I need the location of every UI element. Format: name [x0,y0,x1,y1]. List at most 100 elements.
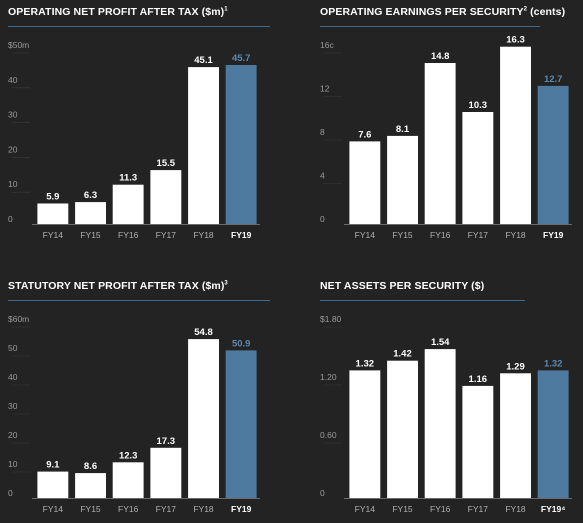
data-label: 16.3 [506,35,525,46]
bar [75,473,106,498]
y-tick-label: 8 [320,127,325,137]
data-label: 1.54 [431,337,450,348]
bar [150,447,182,498]
x-tick-label: FY18 [193,504,214,514]
x-tick-label: FY14 [355,504,376,514]
data-label: 17.3 [157,436,176,447]
x-tick-label: FY19⁴ [541,504,566,514]
y-tick-label: 16c [320,40,334,50]
x-tick-label: FY16 [118,504,139,514]
bar [424,63,456,224]
bar [500,46,531,225]
x-tick-label: FY15 [392,504,413,514]
y-tick-label: 10 [8,459,18,469]
y-tick-label: 20 [8,144,18,154]
x-tick-label: FY18 [193,230,214,240]
bar [349,370,381,498]
x-tick-label: FY16 [118,230,139,240]
bar [349,141,381,224]
x-tick-label: FY15 [392,230,413,240]
title-rule [320,26,540,27]
y-tick-label: 0 [320,488,325,498]
data-label: 8.1 [396,124,410,135]
x-tick-label: FY15 [80,230,101,240]
y-tick-label: $50m [8,40,29,50]
data-label: 1.32 [356,358,375,369]
bar [188,339,219,498]
x-tick-label: FY14 [43,230,64,240]
y-tick-label: 30 [8,110,18,120]
x-tick-label: FY16 [430,504,451,514]
y-tick-label: 10 [8,179,18,189]
bar [150,170,182,224]
chart-title: STATUTORY NET PROFIT AFTER TAX ($m)3 [8,280,228,292]
data-label: 9.1 [46,460,60,471]
title-rule [8,300,270,301]
data-label: 12.3 [119,450,138,461]
x-tick-label: FY18 [505,230,526,240]
bar [112,184,144,224]
panel-operating-npat: OPERATING NET PROFIT AFTER TAX ($m)1 0 10… [8,6,270,246]
data-label: 7.6 [358,129,371,140]
y-tick-label: 0 [8,488,13,498]
panel-net-assets: NET ASSETS PER SECURITY ($) 0 0.60 1.20 $1.… [320,280,582,520]
data-label: 8.6 [84,461,97,472]
x-tick-label: FY16 [430,230,451,240]
panel-statutory-npat: STATUTORY NET PROFIT AFTER TAX ($m)3 0 10… [8,280,270,520]
y-tick-label: 12 [320,84,330,94]
y-tick-label: 0.60 [320,430,337,440]
x-tick-label: FY19 [543,230,564,240]
bar [75,202,106,224]
chart-title: OPERATING EARNINGS PER SECURITY2 (cents) [320,6,566,18]
x-tick-label: FY17 [468,504,489,514]
bar [225,65,257,224]
data-label: 1.16 [469,374,488,385]
data-label: 1.32 [544,358,563,369]
chart-net-assets: 0 0.60 1.20 $1.80 1.32 FY14 1.42 FY15 1.54 FY16 1.… [320,314,572,514]
bar [424,349,456,498]
x-tick-label: FY18 [505,504,526,514]
title-rule [8,26,270,27]
y-tick-label: 40 [8,372,18,382]
bar [500,373,531,498]
data-label: 45.1 [194,55,213,66]
y-tick-label: 0 [8,214,13,224]
y-tick-label: 40 [8,75,18,85]
y-tick-label: $60m [8,314,29,324]
x-tick-label: FY17 [468,230,489,240]
y-tick-label: 1.20 [320,372,337,382]
chart-operating-eps: 0 4 8 12 16c 7.6 FY14 8.1 FY15 14.8 FY16 10.3 FY17 16… [320,35,572,240]
y-tick-label: 0 [320,214,325,224]
x-tick-label: FY17 [156,504,177,514]
y-tick-label: 50 [8,343,18,353]
data-label: 6.3 [84,190,97,201]
x-tick-label: FY17 [156,230,177,240]
chart-title: NET ASSETS PER SECURITY ($) [320,280,485,292]
bar [188,67,219,224]
y-tick-label: 4 [320,171,325,181]
chart-operating-npat: 0 10 20 30 40 $50m 5.9 FY14 6.3 FY15 11.3 FY16 15.5 F… [8,40,260,240]
x-tick-label: FY15 [80,504,101,514]
bar [387,360,418,498]
chart-title: OPERATING NET PROFIT AFTER TAX ($m)1 [8,6,228,18]
x-tick-label: FY19 [231,504,252,514]
data-label: 1.42 [393,349,412,360]
bar [462,112,494,224]
data-label: 5.9 [46,192,59,203]
title-rule [320,300,525,301]
data-label: 15.5 [157,158,176,169]
data-label: 1.29 [506,361,525,372]
bar [37,203,69,224]
bar [112,462,144,498]
bar [537,370,569,498]
chart-statutory-npat: 0 10 20 30 40 50 $60m 9.1 FY14 8.6 FY15 12.3 FY16 17.… [8,314,260,514]
y-tick-label: 30 [8,401,18,411]
data-label: 12.7 [544,74,563,85]
bar [225,350,257,498]
data-label: 10.3 [469,100,488,111]
data-label: 11.3 [119,173,137,184]
bar [37,471,69,498]
x-tick-label: FY14 [355,230,376,240]
panel-operating-eps: OPERATING EARNINGS PER SECURITY2 (cents)… [320,6,582,246]
